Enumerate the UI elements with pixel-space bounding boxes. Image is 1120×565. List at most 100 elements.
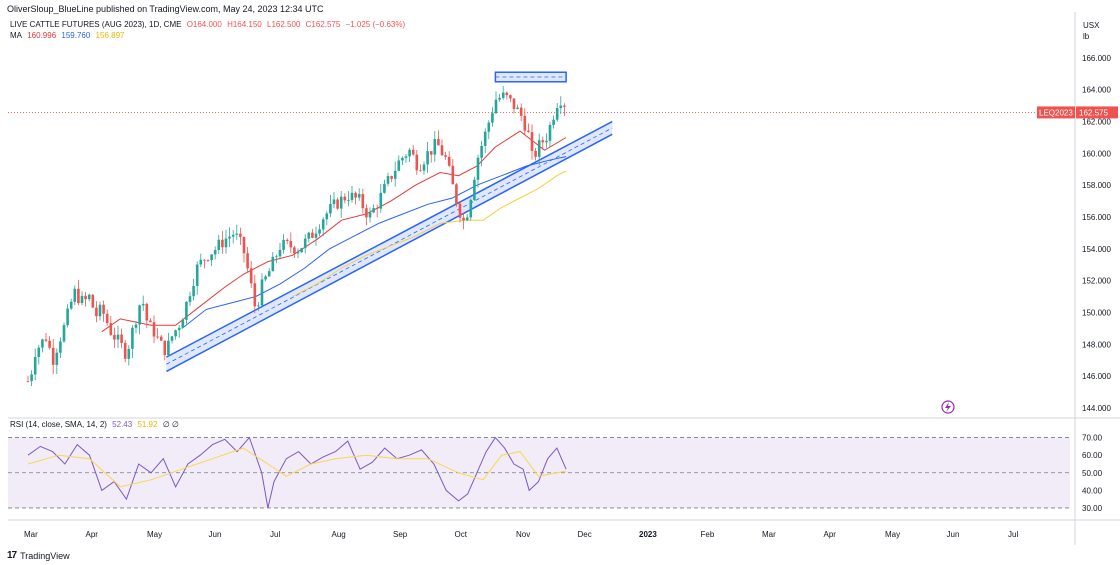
candle-body [113, 334, 116, 340]
candle-body [372, 208, 375, 213]
price-tick-label: 160.000 [1082, 149, 1111, 158]
candle-body [329, 204, 332, 214]
candle-body [278, 249, 282, 257]
candle-body [159, 336, 163, 341]
candle-body [51, 347, 55, 365]
price-tick-label: 166.000 [1082, 54, 1111, 63]
price-tick-label: 162.000 [1082, 118, 1111, 127]
candle-body [188, 296, 192, 302]
candle-body [275, 256, 278, 258]
candle-body [217, 239, 221, 251]
candle-body [559, 105, 563, 109]
instrument-legend: LIVE CATTLE FUTURES (AUG 2023), 1D, CME … [10, 20, 408, 29]
candle-body [318, 229, 321, 234]
candle-body [77, 288, 80, 304]
candle-body [509, 95, 512, 99]
candle-body [494, 99, 498, 114]
lightning-icon [941, 400, 955, 414]
candle-body [375, 208, 379, 209]
candle-body [390, 176, 393, 179]
price-tick-label: 152.000 [1082, 277, 1111, 286]
candle-body [465, 217, 469, 221]
candle-body [491, 113, 494, 123]
candle-body [195, 264, 199, 286]
candle-body [235, 233, 239, 235]
candle-body [483, 131, 487, 146]
candle-body [221, 239, 224, 248]
time-tick-label: Nov [516, 530, 530, 539]
candle-body [293, 247, 296, 254]
candle-body [426, 151, 429, 165]
candle-body [156, 336, 159, 338]
candle-body [174, 330, 177, 337]
candle-body [145, 303, 149, 321]
candle-body [541, 140, 545, 143]
candle-body [210, 254, 213, 261]
candle-body [555, 108, 559, 120]
price-tick-label: 150.000 [1082, 309, 1111, 318]
candle-body [102, 304, 105, 314]
candle-body [228, 236, 231, 239]
candle-body [401, 157, 404, 161]
ohlc-open: O164.000 [186, 20, 222, 29]
time-tick-label: Oct [455, 530, 468, 539]
candle-body [530, 132, 534, 151]
candle-body [563, 105, 566, 107]
symbol-tag-label: LEQ2023 [1039, 108, 1073, 117]
candle-body [141, 303, 145, 306]
ma1-value: 160.996 [27, 31, 57, 40]
ma-line-1 [101, 130, 567, 333]
candle-body [271, 256, 275, 272]
candle-body [300, 248, 303, 253]
price-tick-label: 146.000 [1082, 372, 1111, 381]
candle-body [386, 176, 390, 184]
candle-body [429, 151, 433, 155]
candle-body [433, 139, 437, 155]
candle-body [257, 305, 260, 307]
candle-body [451, 165, 455, 185]
ma2-value: 159.760 [61, 31, 91, 40]
candle-body [501, 92, 505, 98]
candle-body [134, 324, 138, 328]
candle-body [203, 259, 206, 261]
candle-body [41, 339, 44, 348]
candle-body [177, 327, 181, 331]
rsi-tick-label: 60.00 [1082, 451, 1103, 460]
candle-body [440, 145, 444, 156]
candle-body [199, 259, 203, 265]
candle-body [354, 192, 357, 198]
candle-body [379, 192, 383, 209]
candle-body [534, 150, 537, 157]
candle-body [419, 170, 422, 172]
candle-body [109, 323, 113, 335]
candle-body [73, 288, 77, 302]
price-tick-label: 148.000 [1082, 340, 1111, 349]
candle-body [397, 160, 401, 171]
candle-body [289, 240, 293, 248]
time-tick-label: May [147, 530, 162, 539]
time-tick-label: Dec [578, 530, 592, 539]
candle-body [181, 319, 185, 328]
price-unit: USX lb [1083, 20, 1099, 42]
candle-body [91, 294, 95, 308]
candle-body [59, 341, 62, 353]
rsi-legend: RSI (14, close, SMA, 14, 2) 52.43 51.92 … [10, 420, 182, 429]
price-tick-label: 154.000 [1082, 245, 1111, 254]
candle-body [192, 285, 195, 297]
candle-body [87, 294, 91, 300]
ohlc-close: C162.575 [305, 20, 341, 29]
candle-body [303, 238, 307, 249]
candle-body [131, 327, 134, 349]
candle-body [505, 92, 509, 96]
candle-body [332, 199, 336, 205]
candle-body [545, 140, 548, 143]
candle-body [152, 322, 156, 337]
candle-body [62, 325, 66, 342]
candle-body [116, 334, 120, 340]
lightning-icon-bolt [945, 402, 951, 412]
candle-body [267, 271, 271, 277]
candle-body [231, 234, 235, 237]
candle-body [361, 194, 365, 209]
candles [26, 85, 566, 386]
